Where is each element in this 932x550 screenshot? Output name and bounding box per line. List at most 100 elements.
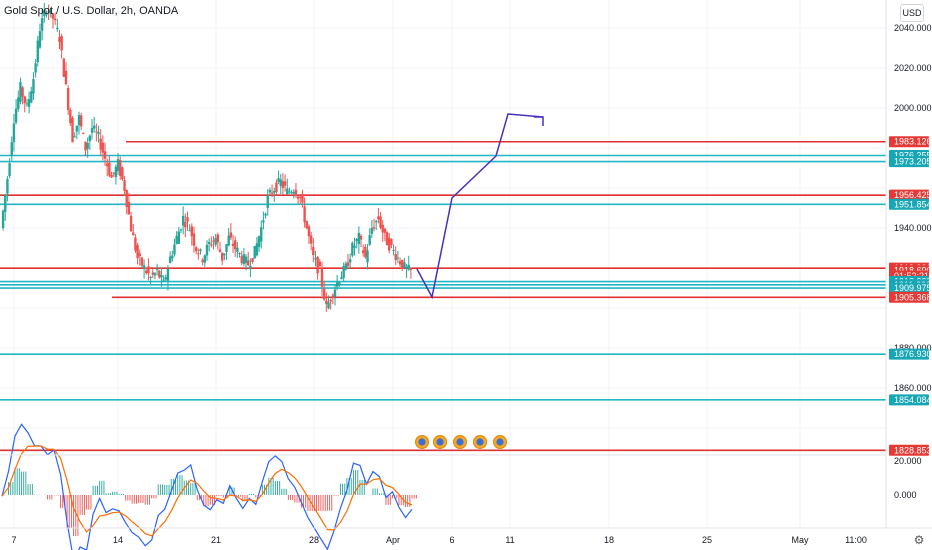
candle-body [407,264,410,270]
candle-body [320,268,324,287]
candle-body [36,40,39,63]
candle-body [359,235,363,240]
settings-icon[interactable]: ⚙ [913,533,925,547]
economic-event-icons[interactable] [415,435,507,449]
price-tag-box [889,198,929,210]
projection-arrow[interactable] [416,113,544,300]
candle-body [95,131,98,133]
candle-body [166,268,170,281]
candle-body [340,277,343,280]
candle-body [71,117,74,143]
candle-body [281,181,285,188]
price-axis-tick[interactable]: 1880.000 [894,343,932,353]
candle-body [66,88,70,111]
candle-body [199,249,202,251]
price-tag-label: 1909.975 [894,283,932,293]
projection-arrowhead[interactable] [534,116,544,126]
candle-body [179,229,183,231]
flag-center-icon[interactable] [436,438,444,446]
time-axis-label[interactable]: 14 [113,535,123,545]
time-axis-label[interactable]: 25 [702,535,712,545]
price-axis-tick[interactable]: 1940.000 [894,223,932,233]
candle-body [123,180,126,191]
candle-body [32,79,35,94]
candle-body [125,190,128,208]
time-axis-label[interactable]: 11 [505,535,514,545]
candle-body [45,13,48,15]
candle-body [207,241,211,244]
candle-body [129,215,133,232]
candle-body [305,221,308,229]
candle-body [231,243,235,247]
candle-body [377,216,380,220]
candle-body [82,133,85,135]
candle-body [112,172,115,174]
candle-body [223,253,226,256]
time-axis-label[interactable]: 18 [604,535,614,545]
time-axis[interactable]: 7 14 21 28 Apr 6 11 18 25 May 11:00 [11,535,866,545]
candle-body [240,256,243,263]
price-axis-tick[interactable]: 2040.000 [894,23,932,33]
candle-body [375,220,378,223]
candle-body [270,192,274,194]
time-axis-label[interactable]: 6 [449,535,454,545]
currency-button[interactable]: USD [900,4,924,22]
candle-body [409,268,413,270]
price-tag-box [889,394,929,406]
candle-body [151,272,154,275]
flag-center-icon[interactable] [456,438,464,446]
time-axis-label[interactable]: 11:00 [845,535,867,545]
price-tag-label: 1973.205 [894,157,932,167]
candle-body [140,257,144,266]
macd-axis-tick: 20.000 [894,456,922,466]
candle-body [149,276,152,278]
price-tag-box [889,156,929,168]
price-axis-tick[interactable]: 2020.000 [894,63,932,73]
candle-body [197,253,200,255]
time-axis-label[interactable]: 7 [11,535,16,545]
flag-center-icon[interactable] [496,438,504,446]
candle-body [8,163,11,177]
projection-path[interactable] [416,113,544,300]
price-axis-tick[interactable]: 1860.000 [894,383,932,393]
candle-body [403,262,406,268]
flag-center-icon[interactable] [476,438,484,446]
candle-body [177,231,180,244]
candle-body [268,189,272,193]
candle-body [262,220,265,223]
time-axis-label[interactable]: May [791,535,809,545]
time-axis-label[interactable]: 21 [211,535,221,545]
price-axis[interactable]: 2040.000 2020.000 2000.000 1940.000 1880.000… [894,23,932,393]
candle-body [307,226,311,237]
chart-title: Gold Spot / U.S. Dollar, 2h, OANDA [4,5,179,17]
candle-body [97,132,100,135]
candle-body [121,167,124,180]
candle-body [325,300,328,304]
candle-body [385,232,389,246]
candle-body [286,188,289,195]
time-axis-label[interactable]: 28 [309,535,319,545]
candle-body [294,189,298,197]
candle-body [47,11,50,13]
candle-body [316,256,319,274]
time-axis-label[interactable]: Apr [386,535,400,545]
candle-body [17,97,20,109]
macd-pane [1,423,417,550]
candle-body [290,192,293,194]
candle-body [279,179,282,186]
candle-body [242,254,246,264]
candle-body [75,125,79,132]
candle-body [249,265,252,269]
candle-body [216,234,220,243]
price-axis-tick[interactable]: 2000.000 [894,103,932,113]
candle-body [132,232,135,236]
price-tag-label: 1956.425 [894,190,932,200]
flag-center-icon[interactable] [418,438,426,446]
price-tag-label: 01:52:21 [894,271,929,281]
candle-body [338,282,341,286]
candle-body [353,245,356,248]
candle-body [158,270,161,278]
candle-body [299,196,302,198]
candle-body [184,221,187,228]
